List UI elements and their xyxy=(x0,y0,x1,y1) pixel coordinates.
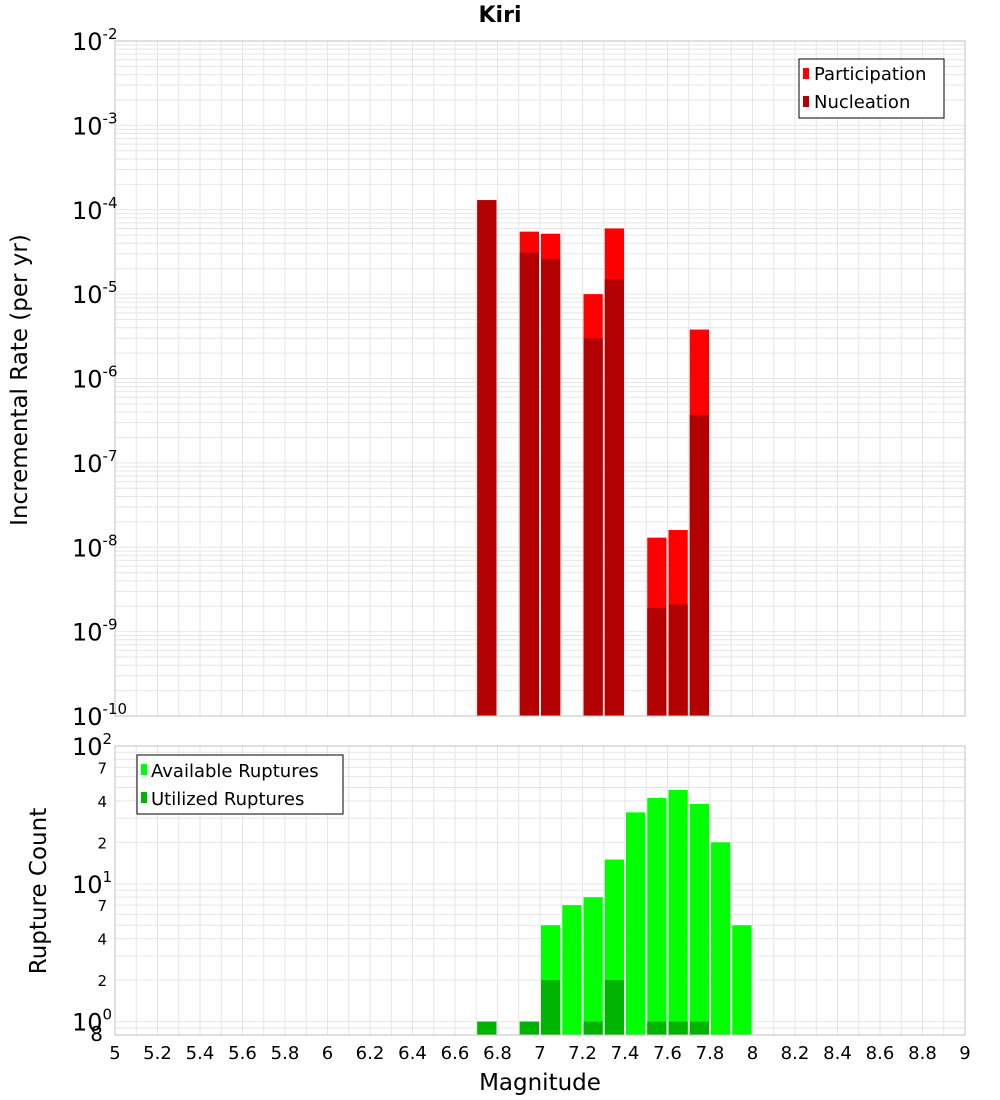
x-tick-label: 6.6 xyxy=(441,1043,470,1064)
bottom-y-axis-label: Rupture Count xyxy=(26,808,52,974)
legend-label-participation: Participation xyxy=(814,64,926,85)
bar-available-ruptures xyxy=(711,842,731,1035)
y-tick-label: 102 xyxy=(72,730,112,761)
bar-available-ruptures xyxy=(689,803,709,1035)
x-tick-label: 8.4 xyxy=(823,1043,852,1064)
y-tick-label: 2 xyxy=(97,834,107,852)
y-tick-label: 8 xyxy=(90,1022,103,1046)
y-tick-label: 10-3 xyxy=(72,109,118,140)
chart-title: Kiri xyxy=(479,3,522,28)
legend-swatch-utilized xyxy=(141,792,147,803)
legend-swatch-available xyxy=(141,764,147,775)
bar-available-ruptures xyxy=(583,897,603,1035)
x-axis-label: Magnitude xyxy=(479,1070,601,1096)
bar-available-ruptures xyxy=(562,905,582,1035)
y-tick-label: 7 xyxy=(97,897,107,915)
x-tick-label: 7 xyxy=(534,1043,545,1064)
top-bars xyxy=(477,200,709,716)
y-tick-label: 10-6 xyxy=(72,363,118,394)
bar-utilized-ruptures xyxy=(541,980,561,1035)
bar-utilized-ruptures xyxy=(583,1021,603,1035)
x-tick-label: 6.4 xyxy=(398,1043,427,1064)
y-tick-label: 10-7 xyxy=(72,447,118,478)
x-tick-label: 6.8 xyxy=(483,1043,512,1064)
bottom-bars xyxy=(477,789,752,1035)
legend-label-utilized: Utilized Ruptures xyxy=(151,789,304,810)
legend-label-nucleation: Nucleation xyxy=(814,92,910,113)
x-tick-label: 5.6 xyxy=(228,1043,257,1064)
x-tick-label: 5.8 xyxy=(271,1043,300,1064)
y-tick-label: 4 xyxy=(97,931,107,949)
bar-nucleation xyxy=(689,414,709,716)
x-tick-label: 7.4 xyxy=(611,1043,640,1064)
y-tick-label: 10-2 xyxy=(72,25,118,56)
x-tick-label: 7.8 xyxy=(696,1043,725,1064)
bar-available-ruptures xyxy=(732,925,752,1035)
bar-nucleation xyxy=(604,279,624,716)
x-tick-label: 8.2 xyxy=(781,1043,810,1064)
bottom-plot-frame xyxy=(114,745,966,1036)
bar-nucleation xyxy=(477,200,497,716)
bar-nucleation xyxy=(541,259,561,716)
y-tick-label: 10-10 xyxy=(72,700,127,731)
top-grid xyxy=(114,41,966,717)
legend-label-available: Available Ruptures xyxy=(151,761,319,782)
bar-utilized-ruptures xyxy=(477,1021,497,1035)
top-legend-box xyxy=(798,58,945,119)
bottom-legend-box xyxy=(136,754,344,815)
bar-nucleation xyxy=(583,338,603,716)
bottom-legend: Available Ruptures Utilized Ruptures xyxy=(136,754,344,815)
bar-available-ruptures xyxy=(626,812,646,1035)
top-legend: Participation Nucleation xyxy=(798,58,945,119)
bar-utilized-ruptures xyxy=(668,1021,688,1035)
y-tick-label: 100 xyxy=(72,1006,112,1037)
bar-utilized-ruptures xyxy=(647,1021,667,1035)
y-tick-label: 101 xyxy=(72,868,112,899)
top-y-axis-label: Incremental Rate (per yr) xyxy=(7,234,33,526)
y-tick-label: 4 xyxy=(97,793,107,811)
y-tick-label: 10-8 xyxy=(72,531,118,562)
bar-available-ruptures xyxy=(647,797,667,1035)
top-y-tick-labels: 10-10 10-9 10-8 10-7 10-6 10-5 10-4 10-3 10-2 xyxy=(72,25,127,731)
x-tick-label: 8.8 xyxy=(908,1043,937,1064)
top-plot-frame xyxy=(114,40,966,717)
x-tick-label: 6.2 xyxy=(356,1043,385,1064)
x-tick-label: 5.4 xyxy=(186,1043,215,1064)
x-tick-label: 8.6 xyxy=(866,1043,895,1064)
y-tick-label: 10-5 xyxy=(72,278,118,309)
bar-nucleation xyxy=(647,608,667,716)
x-tick-label: 7.6 xyxy=(653,1043,682,1064)
bar-available-ruptures xyxy=(668,789,688,1035)
bar-nucleation xyxy=(668,604,688,716)
x-tick-labels: 5 5.2 5.4 5.6 5.8 6 6.2 6.4 6.6 6.8 7 7.2 7.4 7.6 7.8 8… xyxy=(109,1043,970,1064)
legend-swatch-nucleation xyxy=(803,96,809,107)
bar-nucleation xyxy=(519,252,539,716)
y-tick-label: 2 xyxy=(97,972,107,990)
bar-utilized-ruptures xyxy=(519,1021,539,1035)
x-tick-label: 5.2 xyxy=(143,1043,172,1064)
x-tick-label: 6 xyxy=(322,1043,333,1064)
y-tick-label: 10-4 xyxy=(72,194,118,225)
bar-utilized-ruptures xyxy=(689,1021,709,1035)
y-tick-label: 10-9 xyxy=(72,616,118,647)
bar-utilized-ruptures xyxy=(604,980,624,1035)
x-tick-label: 8 xyxy=(747,1043,758,1064)
x-tick-label: 9 xyxy=(959,1043,970,1064)
x-tick-label: 5 xyxy=(109,1043,120,1064)
y-tick-label: 7 xyxy=(97,759,107,777)
x-tick-label: 7.2 xyxy=(568,1043,597,1064)
legend-swatch-participation xyxy=(803,68,809,79)
